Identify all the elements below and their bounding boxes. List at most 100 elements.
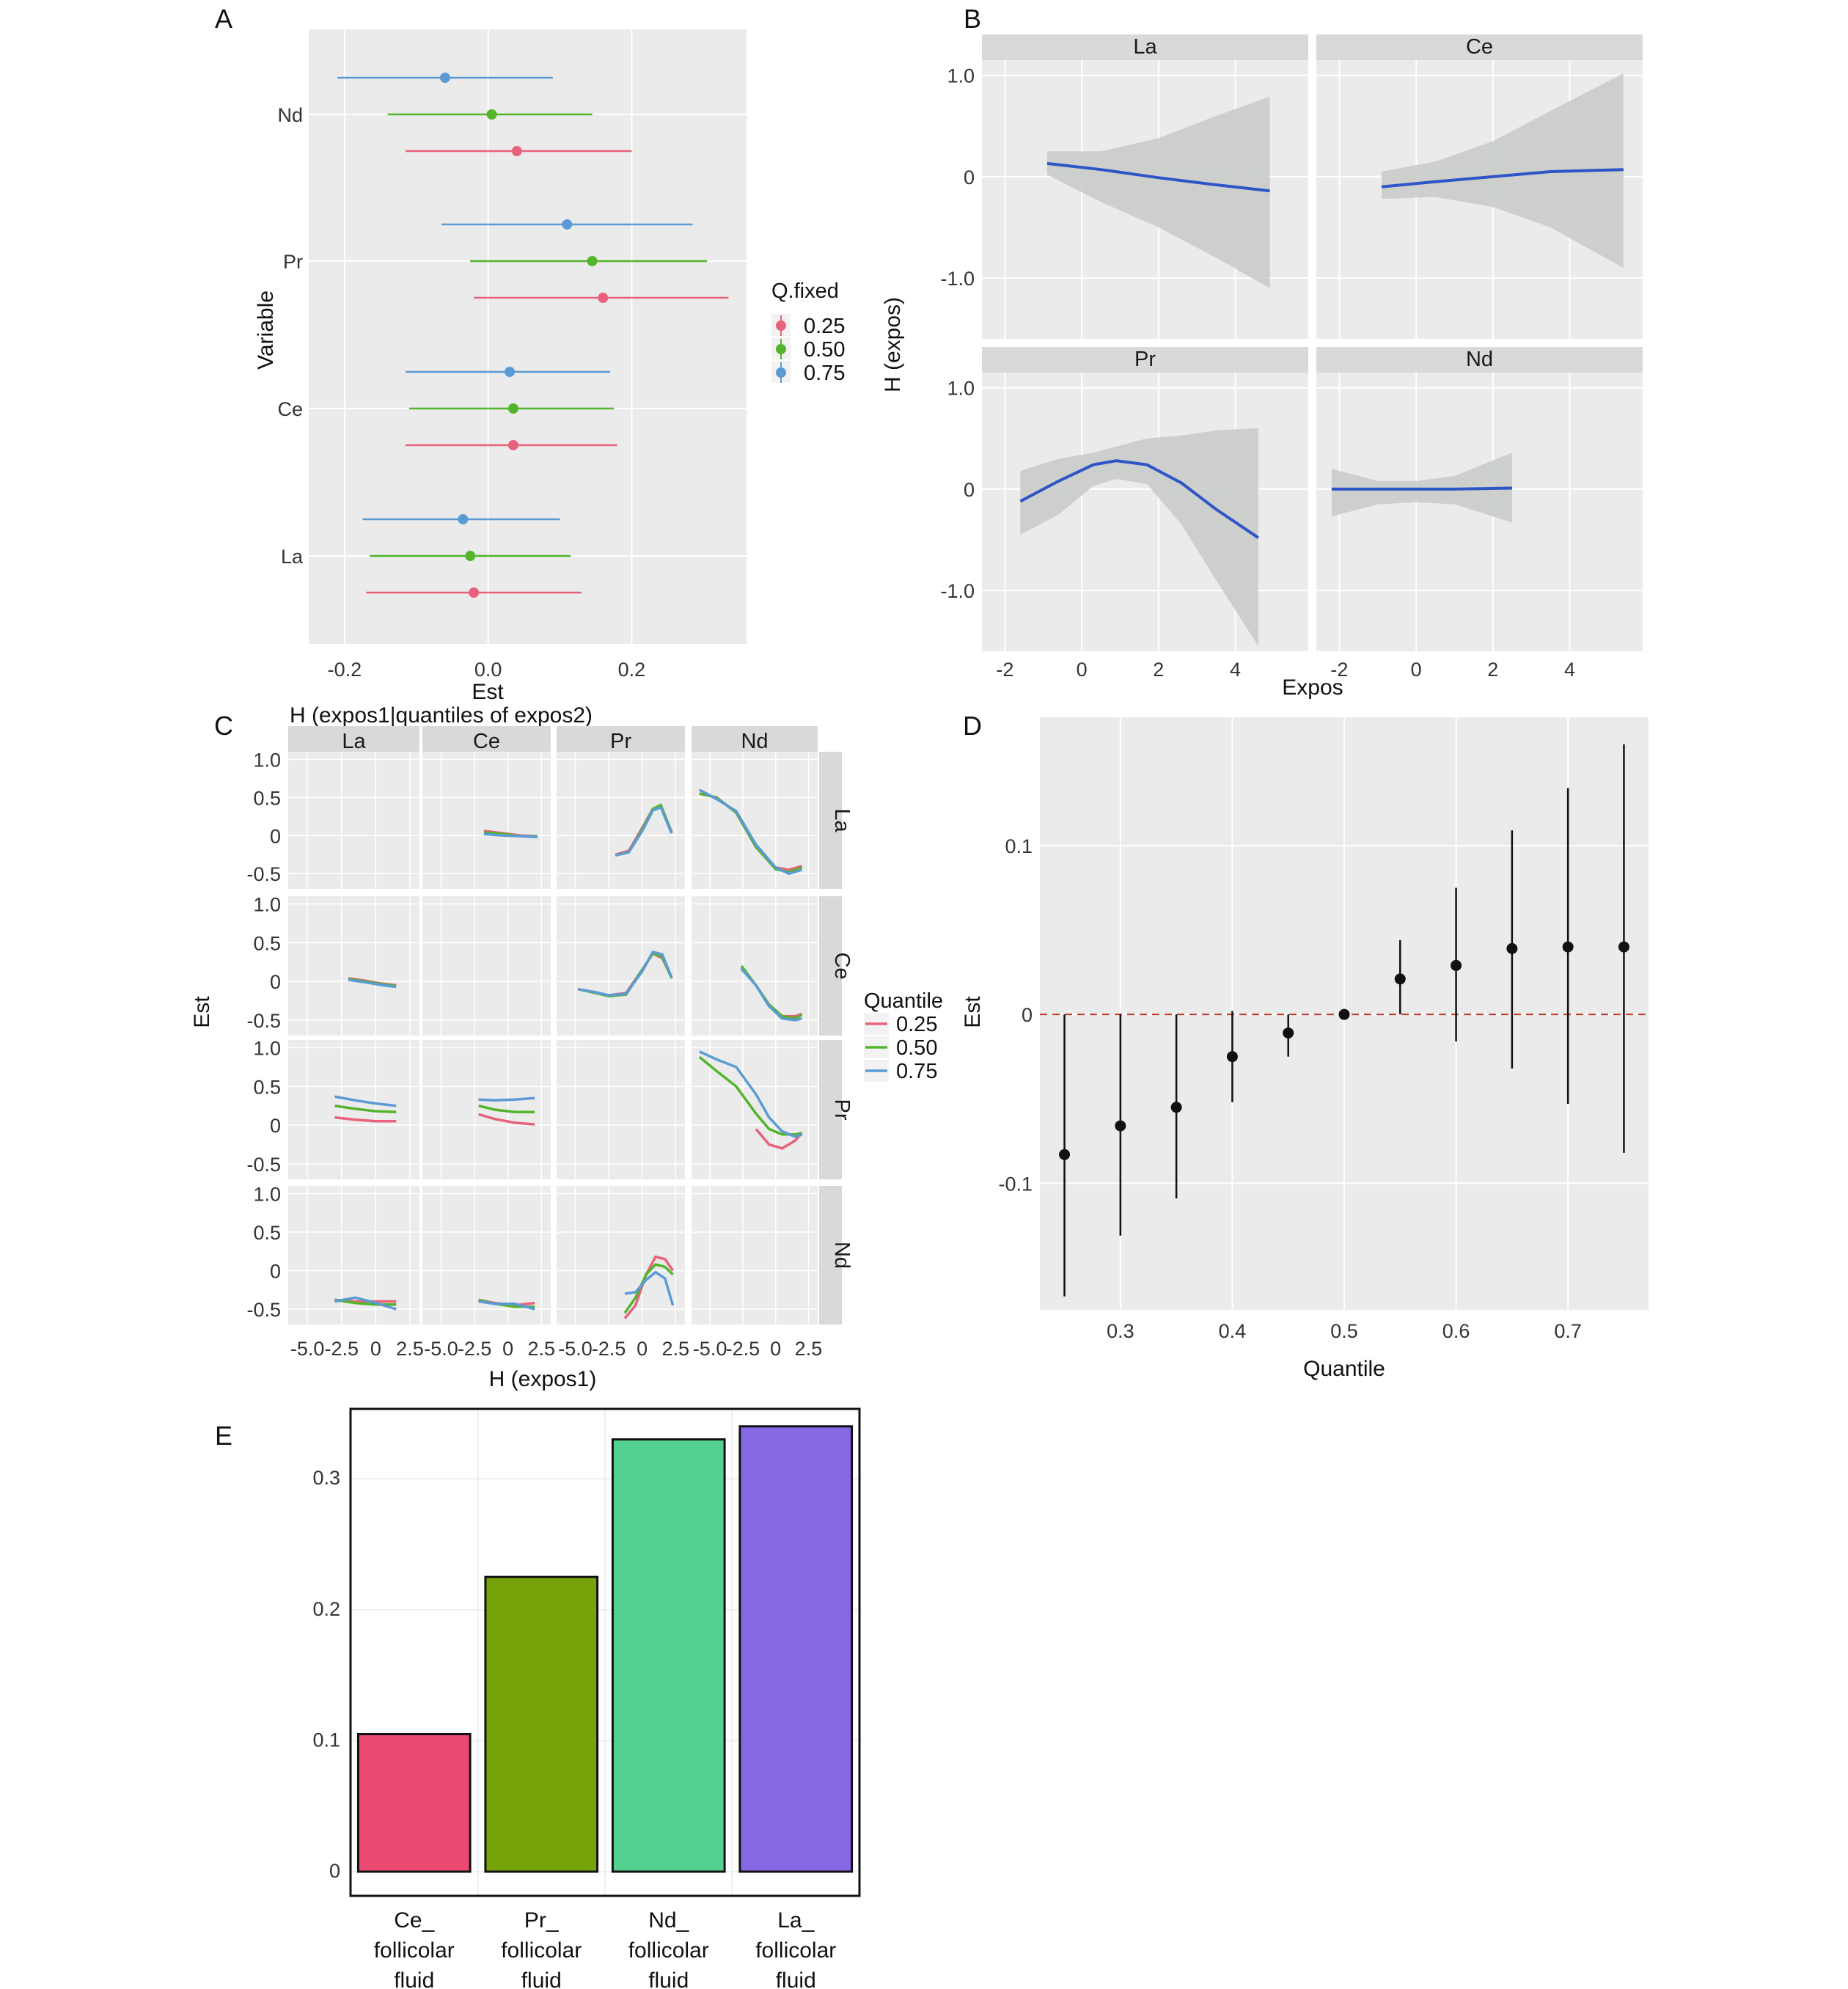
panel-c-ytick-label: 1.0	[253, 749, 281, 771]
panel-e-category-label: La_	[777, 1908, 815, 1933]
panel-c-ytick-label: 1.0	[253, 894, 281, 916]
panel-d-point	[1562, 941, 1574, 953]
panel-a-point	[507, 403, 518, 414]
panel-label-b: B	[964, 4, 981, 34]
panel-label-a: A	[215, 4, 232, 34]
panel-a-ytick-label: Nd	[277, 104, 303, 126]
panel-c-row-strip-label: Nd	[830, 1242, 854, 1269]
panel-b-smooth-line	[1019, 459, 1260, 539]
panel-b-strip	[982, 34, 1308, 60]
panel-a-point	[507, 440, 518, 450]
panel-c-x-axis-title: H (expos1)	[489, 1367, 597, 1391]
panel-b-xtick-label: 2	[1153, 659, 1164, 681]
panel-a-legend-key-point	[776, 344, 786, 354]
panel-a-legend-label: 0.75	[804, 362, 845, 385]
panel-c-cell-background	[692, 752, 818, 889]
panel-a-ytick-label: La	[281, 546, 304, 568]
panel-b-smooth-line	[1331, 486, 1513, 491]
panel-b-smooth-line	[1381, 168, 1624, 188]
panel-b-ytick-label: -1.0	[940, 268, 975, 290]
panel-c-quantile-line	[699, 1050, 803, 1138]
panel-c-column-strip-label: La	[342, 730, 366, 753]
panel-c-xtick-label: 2.5	[795, 1338, 823, 1360]
panel-c-row-strip	[819, 1040, 842, 1179]
panel-c-ytick-label: -0.5	[246, 863, 281, 885]
panel-c-row-strip-label: Ce	[830, 952, 854, 979]
panel-d-xtick-label: 0.4	[1219, 1320, 1247, 1342]
panel-b-ytick-label: -1.0	[940, 580, 975, 602]
panel-c-ytick-label: 0	[270, 1261, 281, 1283]
panel-c-cell-background	[557, 1186, 685, 1325]
panel-e-category-label: fluid	[394, 1968, 434, 1989]
panel-b-confidence-band	[1047, 96, 1270, 288]
panel-b-ytick-label: 1.0	[947, 378, 975, 400]
panel-e-category-label: follicolar	[501, 1938, 582, 1963]
panel-c-quantile-line	[478, 1096, 535, 1102]
panel-e-bar	[611, 1438, 726, 1873]
panel-c-cell-background	[288, 896, 419, 1036]
panel-d-ytick-label: 0.1	[1005, 835, 1033, 857]
panel-b-x-axis-title: Expos	[1282, 675, 1343, 700]
panel-a-point	[469, 587, 480, 598]
panel-d-xtick-label: 0.6	[1442, 1320, 1470, 1342]
panel-d-point	[1451, 959, 1462, 971]
panel-e-bar	[484, 1575, 599, 1873]
panel-c-quantile-line	[740, 968, 802, 1022]
panel-e-ytick-label: 0.2	[312, 1598, 340, 1620]
panel-c-row-strip	[819, 752, 842, 889]
panel-c-quantile-line	[699, 792, 803, 873]
panel-b-confidence-band	[1382, 73, 1624, 268]
panel-a-xtick-label: -0.2	[328, 659, 362, 681]
panel-e-category-label: fluid	[521, 1968, 562, 1989]
panel-c-quantile-line	[615, 805, 673, 857]
panel-c-ytick-label: 1.0	[253, 1184, 281, 1206]
panel-d-xtick-label: 0.7	[1554, 1320, 1582, 1342]
panel-b-xtick-label: -2	[996, 659, 1013, 681]
panel-a-ytick-label: Ce	[277, 398, 303, 420]
panel-c-y-axis-title: Est	[190, 996, 214, 1028]
panel-c-xtick-label: 0	[370, 1338, 381, 1360]
panel-c-quantile-line	[623, 1263, 674, 1314]
panel-c-legend-label: 0.50	[896, 1036, 937, 1060]
panel-d-point	[1338, 1008, 1350, 1020]
panel-c-xtick-label: -5.0	[290, 1338, 325, 1360]
panel-d-point	[1506, 942, 1518, 954]
panel-c-cell-background	[692, 896, 818, 1036]
panel-c-xtick-label: 0	[502, 1338, 513, 1360]
panel-b-y-axis-title: H (expos)	[881, 297, 905, 392]
panel-b-strip-label: La	[1133, 35, 1157, 59]
panel-d-xtick-label: 0.3	[1107, 1320, 1134, 1342]
panel-label-d: D	[963, 711, 982, 741]
panel-b-xtick-label: -2	[1330, 659, 1348, 681]
panel-c-ytick-label: 0	[270, 825, 281, 847]
panel-b-strip	[1316, 347, 1643, 373]
panel-c-column-strip	[557, 726, 685, 752]
panel-c-quantile-line	[334, 1095, 397, 1107]
panel-b-xtick-label: 0	[1411, 659, 1422, 681]
panel-e-category-label: follicolar	[374, 1938, 455, 1963]
panel-d-point	[1170, 1102, 1182, 1113]
panel-c-xtick-label: 2.5	[396, 1338, 424, 1360]
panel-c-legend-label: 0.25	[896, 1013, 937, 1036]
panel-c-column-strip-label: Nd	[741, 730, 768, 753]
panel-a-ytick-label: Pr	[283, 251, 303, 273]
panel-c-quantile-line	[334, 1116, 397, 1123]
panel-d-point	[1059, 1149, 1071, 1160]
panel-c-quantile-line	[755, 1128, 803, 1150]
panel-c-column-strip	[692, 726, 818, 752]
panel-e-bar	[356, 1732, 472, 1873]
panel-c-quantile-line	[624, 1270, 675, 1306]
panel-e-category-label: follicolar	[628, 1938, 709, 1963]
panel-c-ytick-label: -0.5	[246, 1010, 281, 1032]
panel-e-frame	[349, 1407, 861, 1897]
panel-c-xtick-label: -2.5	[726, 1338, 760, 1360]
panel-c-cell-background	[288, 752, 419, 889]
panel-e-ytick-label: 0.3	[312, 1467, 340, 1489]
panel-c-column-strip-label: Pr	[610, 730, 631, 753]
panel-c-cell-background	[422, 896, 551, 1036]
panel-d-point	[1226, 1051, 1238, 1063]
panel-c-xtick-label: -5.0	[693, 1338, 727, 1360]
panel-c-cell-background	[557, 1040, 685, 1179]
panel-c-row-strip	[819, 1186, 842, 1325]
panel-c-xtick-label: 2.5	[527, 1338, 555, 1360]
